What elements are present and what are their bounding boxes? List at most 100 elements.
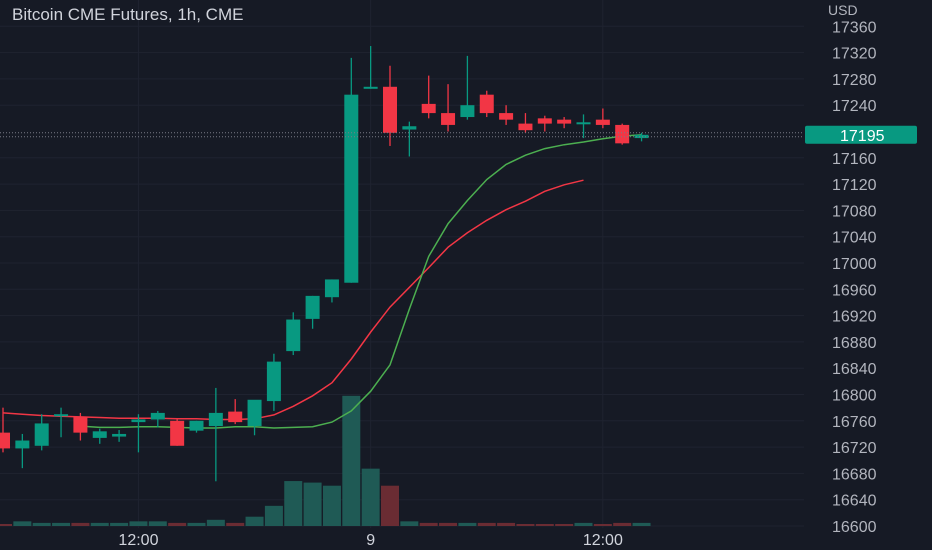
candle[interactable] bbox=[92, 428, 107, 444]
y-tick-label: 17000 bbox=[832, 256, 877, 273]
volume-bar bbox=[381, 485, 399, 526]
candle[interactable] bbox=[576, 114, 591, 139]
candle[interactable] bbox=[460, 55, 475, 120]
last-price-value: 17195 bbox=[840, 128, 885, 145]
candle[interactable] bbox=[228, 399, 243, 425]
candle-body bbox=[344, 94, 359, 283]
candle-body bbox=[615, 124, 630, 144]
y-tick-label: 16920 bbox=[832, 309, 877, 326]
volume-bar bbox=[400, 521, 419, 526]
candle-body bbox=[189, 420, 204, 431]
candle[interactable] bbox=[499, 105, 514, 125]
time-axis-background bbox=[0, 528, 804, 550]
candle[interactable] bbox=[518, 113, 533, 133]
candle-body bbox=[266, 361, 281, 402]
x-tick-label: 12:00 bbox=[583, 532, 623, 549]
volume-bar bbox=[439, 522, 458, 526]
chart-title: Bitcoin CME Futures, 1h, CME bbox=[12, 5, 243, 24]
y-tick-label: 17120 bbox=[832, 177, 877, 194]
candle[interactable] bbox=[421, 75, 436, 119]
candle[interactable] bbox=[615, 123, 630, 145]
volume-bar bbox=[477, 522, 496, 526]
y-tick-label: 16840 bbox=[832, 361, 877, 378]
candle[interactable] bbox=[15, 433, 30, 469]
candle[interactable] bbox=[402, 121, 417, 157]
volume-bar bbox=[0, 524, 12, 526]
candle[interactable] bbox=[34, 414, 49, 451]
candle[interactable] bbox=[305, 295, 320, 329]
candle[interactable] bbox=[54, 407, 69, 438]
candle-body bbox=[441, 113, 456, 125]
volume-bar bbox=[52, 522, 71, 526]
candle-body bbox=[518, 123, 533, 131]
ma-slow-line bbox=[2, 179, 584, 421]
candle-body bbox=[247, 399, 262, 427]
candle-body bbox=[131, 419, 146, 423]
candle[interactable] bbox=[131, 414, 146, 453]
candle-body bbox=[208, 412, 223, 427]
volume-bar bbox=[632, 522, 651, 526]
y-tick-label: 16680 bbox=[832, 466, 877, 483]
candle[interactable] bbox=[634, 132, 649, 142]
candle[interactable] bbox=[441, 84, 456, 132]
candle[interactable] bbox=[595, 108, 610, 129]
volume-bar bbox=[555, 524, 574, 526]
volume-bar bbox=[497, 522, 516, 526]
time-axis[interactable]: 12:00 9 12:00 bbox=[0, 528, 804, 550]
volume-bar bbox=[342, 395, 361, 526]
volume-bar bbox=[226, 522, 245, 526]
candle-body bbox=[479, 94, 494, 114]
y-tick-label: 16800 bbox=[832, 388, 877, 405]
candle[interactable] bbox=[189, 420, 204, 433]
last-price-badge bbox=[805, 125, 917, 144]
candle[interactable] bbox=[286, 312, 301, 356]
candle[interactable] bbox=[247, 399, 262, 436]
candle[interactable] bbox=[479, 90, 494, 118]
volume-bar bbox=[574, 522, 593, 526]
candle[interactable] bbox=[170, 419, 185, 446]
candle[interactable] bbox=[150, 410, 165, 428]
volume-bar bbox=[168, 522, 187, 526]
candle[interactable] bbox=[537, 115, 552, 132]
candle[interactable] bbox=[208, 387, 223, 482]
volume-bar bbox=[361, 468, 380, 526]
x-tick-label: 9 bbox=[366, 532, 375, 549]
candle-body bbox=[363, 86, 378, 89]
candle-body bbox=[421, 103, 436, 114]
candle-body bbox=[383, 86, 397, 133]
volume-bar bbox=[206, 519, 225, 526]
grid bbox=[0, 0, 804, 528]
candle[interactable] bbox=[324, 279, 339, 303]
currency-label: USD bbox=[828, 2, 858, 18]
y-tick-label: 16720 bbox=[832, 440, 877, 457]
volume-bar bbox=[148, 521, 167, 526]
candle-body bbox=[112, 433, 127, 437]
candle-body bbox=[324, 279, 339, 298]
candlesticks[interactable] bbox=[0, 46, 649, 482]
y-tick-label: 17320 bbox=[832, 46, 877, 63]
volume-bar bbox=[13, 521, 32, 526]
y-tick-label: 17280 bbox=[832, 72, 877, 89]
candle[interactable] bbox=[73, 412, 88, 441]
candle-body bbox=[228, 411, 243, 423]
candle-body bbox=[402, 126, 417, 130]
volume-bar bbox=[245, 516, 264, 526]
candle[interactable] bbox=[0, 407, 10, 453]
candle[interactable] bbox=[557, 117, 572, 129]
y-tick-label: 16880 bbox=[832, 335, 877, 352]
candle-body bbox=[73, 416, 88, 433]
candle[interactable] bbox=[266, 353, 281, 411]
volume-bar bbox=[419, 522, 438, 526]
volume-bar bbox=[593, 524, 612, 526]
candle-body bbox=[54, 414, 69, 417]
volume-bar bbox=[458, 522, 477, 526]
price-axis[interactable]: 17360 17320 17280 17240 17160 17120 17080 17040… bbox=[804, 0, 932, 550]
candle[interactable] bbox=[112, 430, 127, 442]
volume-bar bbox=[129, 521, 148, 526]
candle[interactable] bbox=[344, 57, 359, 283]
candle[interactable] bbox=[363, 46, 378, 89]
volume-bar bbox=[264, 505, 283, 526]
y-tick-label: 17240 bbox=[832, 98, 877, 115]
